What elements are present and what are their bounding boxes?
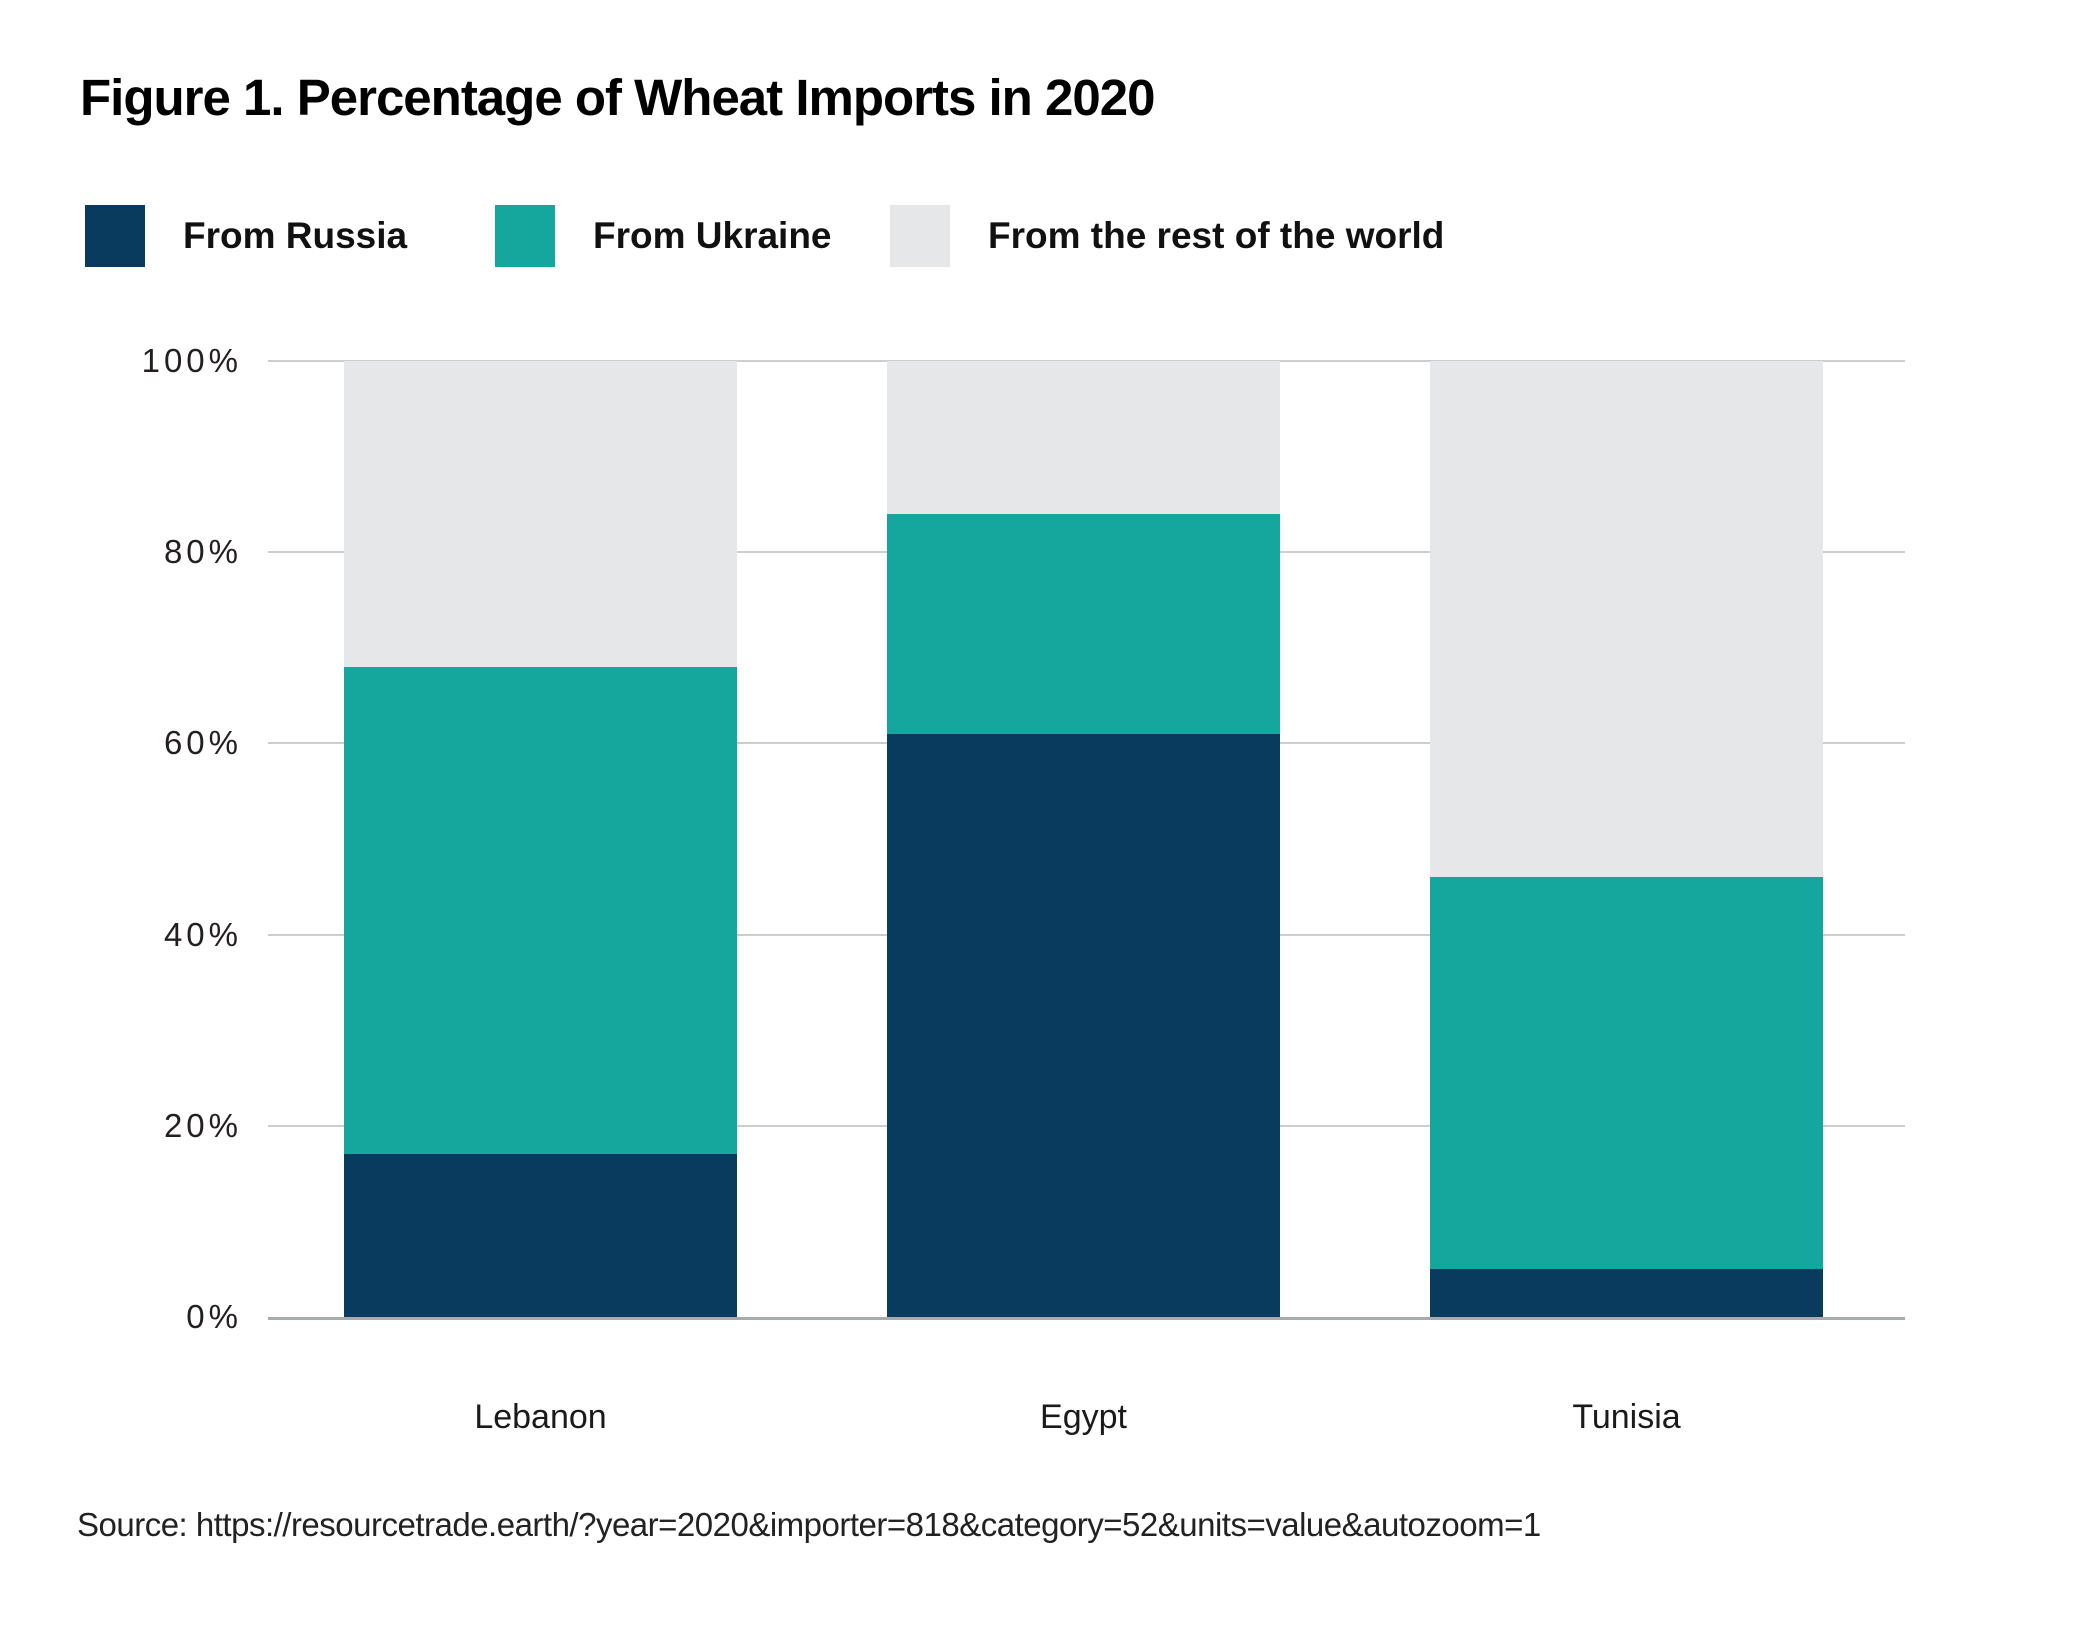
y-tick-label-100pct: 100% xyxy=(141,342,242,379)
bar-tunisia xyxy=(1430,361,1823,1317)
y-tick-label-40pct: 40% xyxy=(163,915,242,953)
y-tick-label-0pct: 0% xyxy=(186,1298,242,1335)
y-tick-label-80pct: 80% xyxy=(163,533,242,571)
bar-segment-egypt-rest-of-world xyxy=(887,361,1280,514)
bar-segment-lebanon-russia xyxy=(344,1154,737,1317)
bar-lebanon xyxy=(344,361,737,1317)
source-text: Source: https://resourcetrade.earth/?yea… xyxy=(77,1506,1541,1543)
y-tick-label-20pct: 20% xyxy=(163,1106,242,1144)
legend-label-ukraine: From Ukraine xyxy=(593,215,832,256)
plot-area xyxy=(268,360,1905,1320)
bar-segment-tunisia-rest-of-world xyxy=(1430,361,1823,878)
bar-segment-lebanon-ukraine xyxy=(344,666,737,1155)
gridline-100pct xyxy=(268,360,1905,362)
bar-segment-egypt-ukraine xyxy=(887,513,1280,734)
figure-title: Figure 1. Percentage of Wheat Imports in… xyxy=(80,69,1155,126)
x-category-label-lebanon: Lebanon xyxy=(474,1398,607,1436)
chart-legend: From Russia From Ukraine From the rest o… xyxy=(85,205,1985,267)
bar-egypt xyxy=(887,361,1280,1317)
bar-segment-tunisia-russia xyxy=(1430,1269,1823,1317)
x-category-label-tunisia: Tunisia xyxy=(1572,1398,1681,1436)
y-tick-label-60pct: 60% xyxy=(163,724,242,762)
legend-label-rest-of-world: From the rest of the world xyxy=(988,215,1445,256)
bar-segment-egypt-russia xyxy=(887,733,1280,1317)
legend-swatch-rest-of-world xyxy=(890,205,950,267)
legend-swatch-ukraine xyxy=(495,205,555,267)
legend-label-russia: From Russia xyxy=(183,215,408,256)
bar-segment-lebanon-rest-of-world xyxy=(344,361,737,667)
gridline-0pct xyxy=(268,1317,1905,1320)
legend-swatch-russia xyxy=(85,205,145,267)
bar-segment-tunisia-ukraine xyxy=(1430,877,1823,1270)
x-category-label-egypt: Egypt xyxy=(1040,1398,1127,1436)
